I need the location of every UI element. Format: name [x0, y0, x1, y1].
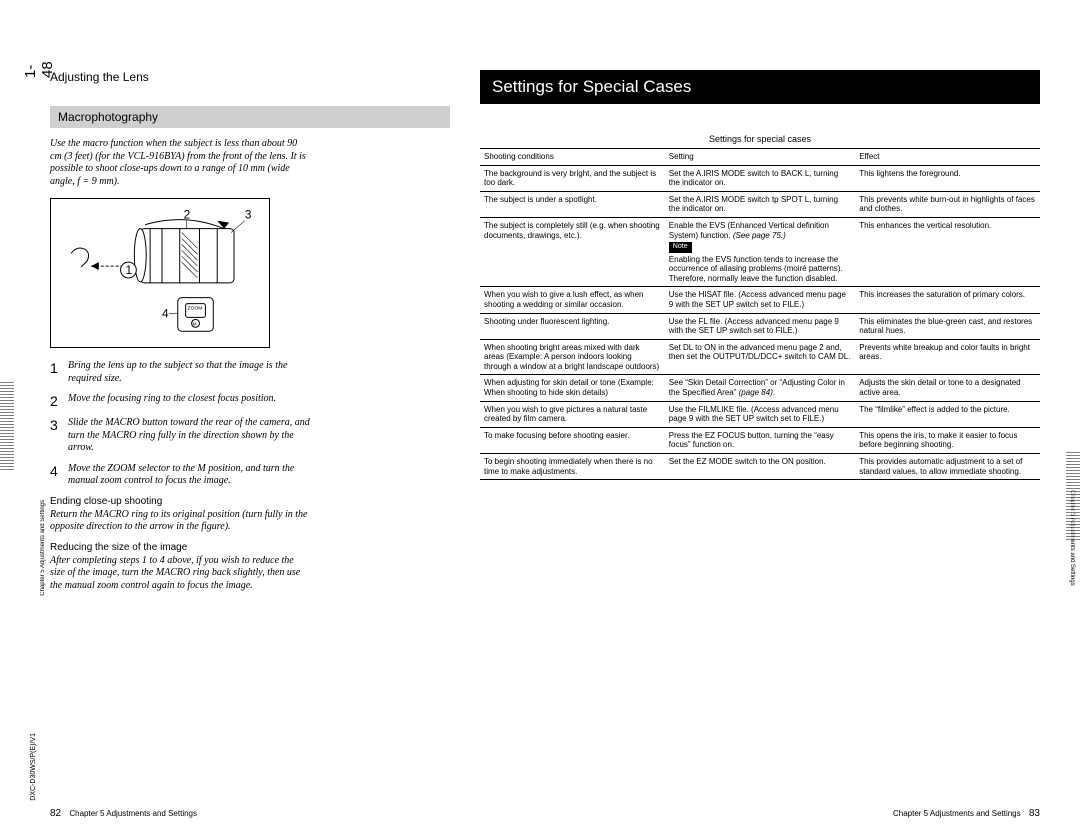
subhead-reducing: Reducing the size of the image — [50, 542, 450, 553]
table-cell: Set the A.IRIS MODE switch to BACK L, tu… — [665, 165, 855, 191]
table-row: When adjusting for skin detail or tone (… — [480, 375, 1040, 401]
step: 1Bring the lens up to the subject so tha… — [50, 360, 310, 385]
table-cell: This increases the saturation of primary… — [855, 287, 1040, 313]
step-text: Bring the lens up to the subject so that… — [68, 360, 310, 385]
footer-left: 82 Chapter 5 Adjustments and Settings — [50, 808, 197, 819]
table-cell: This enhances the vertical resolution. — [855, 217, 1040, 286]
table-cell: The subject is completely still (e.g. wh… — [480, 217, 665, 286]
page-title: Settings for Special Cases — [480, 70, 1040, 104]
table-cell: This provides automatic adjustment to a … — [855, 454, 1040, 480]
table-cell: Use the HISAT file. (Access advanced men… — [665, 287, 855, 313]
step-number: 1 — [50, 360, 68, 385]
table-row: When you wish to give a lush effect, as … — [480, 287, 1040, 313]
footer-chapter: Chapter 5 Adjustments and Settings — [69, 809, 197, 818]
table-cell: Set the EZ MODE switch to the ON positio… — [665, 454, 855, 480]
footer-chapter: Chapter 5 Adjustments and Settings — [893, 809, 1021, 818]
table-cell: The subject is under a spotlight. — [480, 191, 665, 217]
step: 3Slide the MACRO button toward the rear … — [50, 417, 310, 455]
table-cell: This prevents white burn-out in highligh… — [855, 191, 1040, 217]
subbody-ending: Return the MACRO ring to its original po… — [50, 509, 310, 534]
step-text: Slide the MACRO button toward the rear o… — [68, 417, 310, 455]
special-cases-table: Shooting conditionsSettingEffect The bac… — [480, 148, 1040, 480]
binding-hatch-left — [0, 380, 14, 470]
table-cell: To begin shooting immediately when there… — [480, 454, 665, 480]
content-area: Adjusting the Lens Macrophotography Use … — [50, 0, 1080, 829]
steps-list: 1Bring the lens up to the subject so tha… — [50, 360, 310, 488]
table-cell: Press the EZ FOCUS button, turning the “… — [665, 427, 855, 453]
step-text: Move the focusing ring to the closest fo… — [68, 393, 276, 409]
svg-text:M: M — [193, 321, 197, 327]
table-row: When shooting bright areas mixed with da… — [480, 339, 1040, 375]
step: 2Move the focusing ring to the closest f… — [50, 393, 310, 409]
step-number: 2 — [50, 393, 68, 409]
step-number: 3 — [50, 417, 68, 455]
table-cell: When adjusting for skin detail or tone (… — [480, 375, 665, 401]
table-cell: Use the FL file. (Access advanced menu p… — [665, 313, 855, 339]
binding-hatch-right — [1066, 450, 1080, 540]
running-head: Adjusting the Lens — [50, 70, 450, 84]
table-cell: This opens the iris, to make it easier t… — [855, 427, 1040, 453]
table-header: Setting — [665, 149, 855, 166]
lens-figure: 1 2 3 4 ZOOM M — [50, 198, 270, 348]
table-row: To make focusing before shooting easier.… — [480, 427, 1040, 453]
table-cell: When you wish to give a lush effect, as … — [480, 287, 665, 313]
table-cell: When shooting bright areas mixed with da… — [480, 339, 665, 375]
table-cell: Shooting under fluorescent lighting. — [480, 313, 665, 339]
right-page: Settings for Special Cases Settings for … — [480, 70, 1080, 789]
table-cell: Enable the EVS (Enhanced Vertical defini… — [665, 217, 855, 286]
table-caption: Settings for special cases — [480, 134, 1040, 144]
table-header: Shooting conditions — [480, 149, 665, 166]
table-row: The subject is under a spotlight.Set the… — [480, 191, 1040, 217]
table-row: The background is very bright, and the s… — [480, 165, 1040, 191]
subbody-reducing: After completing steps 1 to 4 above, if … — [50, 555, 310, 593]
spine-doc-id: DXC-D30WS/P(E)/V1 — [30, 733, 37, 801]
table-cell: To make focusing before shooting easier. — [480, 427, 665, 453]
footer-right: Chapter 5 Adjustments and Settings 83 — [893, 808, 1040, 819]
table-row: To begin shooting immediately when there… — [480, 454, 1040, 480]
footer-page-num: 82 — [50, 808, 61, 819]
table-header: Effect — [855, 149, 1040, 166]
svg-text:3: 3 — [245, 208, 252, 222]
table-cell: Use the FILMLIKE file. (Access advanced … — [665, 401, 855, 427]
svg-text:ZOOM: ZOOM — [188, 306, 203, 312]
step-number: 4 — [50, 463, 68, 488]
table-cell: This eliminates the blue-green cast, and… — [855, 313, 1040, 339]
step: 4Move the ZOOM selector to the M positio… — [50, 463, 310, 488]
page-spread: 1-48 Chapter 5 Adjustments and Settings … — [0, 0, 1080, 829]
table-cell: The background is very bright, and the s… — [480, 165, 665, 191]
left-page: Adjusting the Lens Macrophotography Use … — [50, 70, 480, 789]
table-row: When you wish to give pictures a natural… — [480, 401, 1040, 427]
footer-page-num: 83 — [1029, 808, 1040, 819]
table-row: The subject is completely still (e.g. wh… — [480, 217, 1040, 286]
table-cell: See “Skin Detail Correction” or “Adjusti… — [665, 375, 855, 401]
svg-text:4: 4 — [162, 306, 169, 320]
step-text: Move the ZOOM selector to the M position… — [68, 463, 310, 488]
spine-chapter-label: Chapter 5 Adjustments and Settings — [40, 500, 46, 596]
table-cell: The “filmlike” effect is added to the pi… — [855, 401, 1040, 427]
table-row: Shooting under fluorescent lighting.Use … — [480, 313, 1040, 339]
table-cell: Prevents white breakup and color faults … — [855, 339, 1040, 375]
table-cell: Adjusts the skin detail or tone to a des… — [855, 375, 1040, 401]
table-cell: Set DL to ON in the advanced menu page 2… — [665, 339, 855, 375]
svg-text:2: 2 — [184, 208, 191, 222]
intro-text: Use the macro function when the subject … — [50, 138, 310, 188]
table-cell: When you wish to give pictures a natural… — [480, 401, 665, 427]
subhead-ending: Ending close-up shooting — [50, 496, 450, 507]
svg-text:1: 1 — [125, 263, 132, 277]
table-cell: This lightens the foreground. — [855, 165, 1040, 191]
section-heading: Macrophotography — [50, 106, 450, 128]
table-cell: Set the A.IRIS MODE switch tp SPOT L, tu… — [665, 191, 855, 217]
